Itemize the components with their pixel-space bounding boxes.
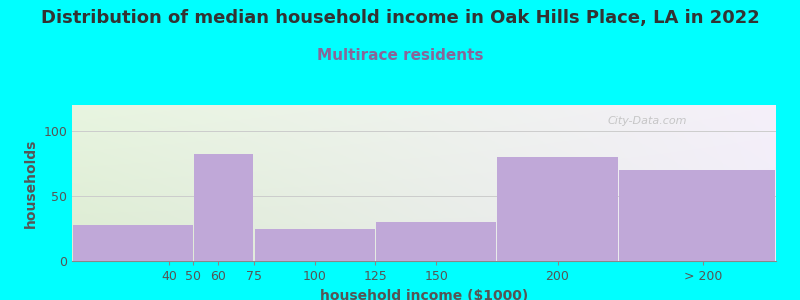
Text: Distribution of median household income in Oak Hills Place, LA in 2022: Distribution of median household income … xyxy=(41,9,759,27)
Bar xyxy=(619,170,775,261)
X-axis label: household income ($1000): household income ($1000) xyxy=(320,289,528,300)
Bar xyxy=(254,229,375,261)
Text: Multirace residents: Multirace residents xyxy=(317,48,483,63)
Bar xyxy=(73,225,193,261)
Bar xyxy=(194,154,254,261)
Bar xyxy=(498,157,618,261)
Text: City-Data.com: City-Data.com xyxy=(607,116,686,126)
Y-axis label: households: households xyxy=(24,138,38,228)
Bar xyxy=(376,222,496,261)
